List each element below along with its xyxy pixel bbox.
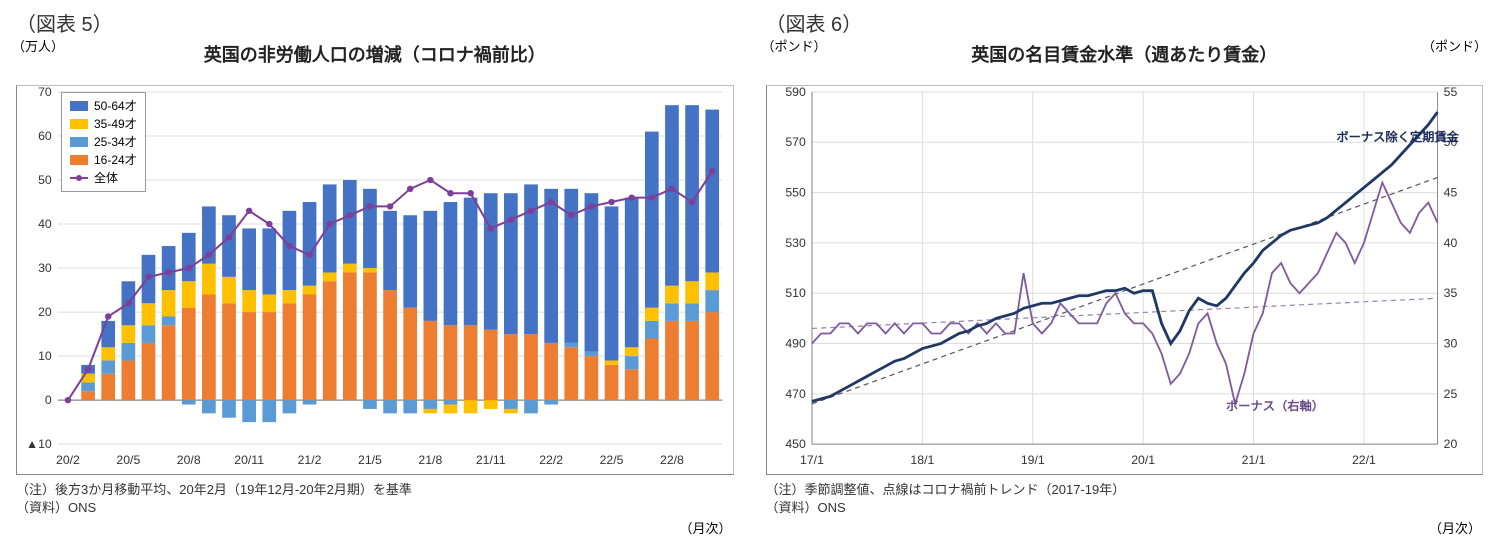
panel-label-right: （図表 6） (766, 8, 1484, 37)
svg-text:22/2: 22/2 (539, 453, 563, 467)
y-axis-unit-left: （万人） (12, 36, 64, 55)
svg-text:ボーナス除く定期賃金: ボーナス除く定期賃金 (1336, 129, 1459, 144)
svg-text:22/1: 22/1 (1351, 453, 1375, 467)
legend-label: 35-49才 (94, 115, 137, 133)
chart-area-left: 50-64才 35-49才 25-34才 16-24才 全体 ▲10 0 10 20 3… (16, 85, 734, 475)
x-axis-unit-right: （月次） (1429, 518, 1481, 537)
svg-chart-right: 4504704905105305505705902025303540455055… (767, 86, 1483, 474)
legend-item-25-34: 25-34才 (70, 133, 137, 151)
chart-title-right: 英国の名目賃金水準（週あたり賃金） (766, 41, 1484, 67)
svg-text:470: 470 (785, 387, 806, 401)
svg-text:18/1: 18/1 (910, 453, 934, 467)
svg-text:60: 60 (38, 129, 52, 143)
svg-text:70: 70 (38, 86, 52, 99)
legend-item-total: 全体 (70, 169, 137, 187)
svg-text:21/2: 21/2 (298, 453, 322, 467)
svg-text:450: 450 (785, 437, 806, 451)
svg-text:35: 35 (1443, 286, 1457, 300)
svg-text:20/1: 20/1 (1131, 453, 1155, 467)
svg-text:490: 490 (785, 337, 806, 351)
legend-label: 16-24才 (94, 151, 137, 169)
svg-text:0: 0 (45, 393, 52, 407)
svg-text:17/1: 17/1 (800, 453, 824, 467)
svg-text:55: 55 (1443, 86, 1457, 99)
legend-item-35-49: 35-49才 (70, 115, 137, 133)
legend-label: 全体 (94, 169, 118, 187)
note-line: （注）季節調整値、点線はコロナ禍前トレンド（2017-19年） (766, 481, 1484, 499)
svg-text:25: 25 (1443, 387, 1457, 401)
note-line: （資料）ONS (766, 499, 1484, 517)
svg-text:30: 30 (1443, 337, 1457, 351)
svg-text:590: 590 (785, 86, 806, 99)
svg-text:45: 45 (1443, 186, 1457, 200)
svg-text:22/8: 22/8 (660, 453, 684, 467)
svg-text:20/11: 20/11 (234, 453, 264, 467)
note-line: （注）後方3か月移動平均、20年2月（19年12月-20年2月期）を基準 (16, 481, 734, 499)
svg-text:20/8: 20/8 (177, 453, 201, 467)
svg-text:530: 530 (785, 236, 806, 250)
svg-text:22/5: 22/5 (600, 453, 624, 467)
panel-label-left: （図表 5） (16, 8, 734, 37)
y-axis-unit-right-right: （ポンド） (1422, 36, 1487, 55)
legend-label: 50-64才 (94, 97, 137, 115)
svg-text:20: 20 (1443, 437, 1457, 451)
svg-text:40: 40 (38, 217, 52, 231)
y-axis-unit-right-left: （ポンド） (762, 36, 827, 55)
svg-text:570: 570 (785, 135, 806, 149)
svg-text:50: 50 (38, 173, 52, 187)
svg-text:ボーナス（右軸）: ボーナス（右軸） (1225, 398, 1323, 413)
chart-notes-left: （注）後方3か月移動平均、20年2月（19年12月-20年2月期）を基準 （資料… (16, 481, 734, 517)
chart-notes-right: （注）季節調整値、点線はコロナ禍前トレンド（2017-19年） （資料）ONS (766, 481, 1484, 517)
chart-title-left: 英国の非労働人口の増減（コロナ禍前比） (16, 41, 734, 67)
svg-text:21/5: 21/5 (358, 453, 382, 467)
svg-text:21/1: 21/1 (1241, 453, 1265, 467)
svg-text:21/8: 21/8 (418, 453, 442, 467)
legend-left: 50-64才 35-49才 25-34才 16-24才 全体 (61, 92, 146, 192)
legend-label: 25-34才 (94, 133, 137, 151)
note-line: （資料）ONS (16, 499, 734, 517)
svg-text:30: 30 (38, 261, 52, 275)
svg-text:20: 20 (38, 305, 52, 319)
svg-text:550: 550 (785, 186, 806, 200)
legend-item-50-64: 50-64才 (70, 97, 137, 115)
x-axis-unit-left: （月次） (679, 518, 731, 537)
panel-right: （図表 6） 英国の名目賃金水準（週あたり賃金） （ポンド） （ポンド） 450… (750, 0, 1499, 547)
svg-text:▲10: ▲10 (26, 437, 52, 451)
svg-text:10: 10 (38, 349, 52, 363)
svg-text:20/5: 20/5 (116, 453, 140, 467)
svg-text:21/11: 21/11 (476, 453, 506, 467)
panel-left: （図表 5） 英国の非労働人口の増減（コロナ禍前比） （万人） 50-64才 3… (0, 0, 750, 547)
legend-item-16-24: 16-24才 (70, 151, 137, 169)
chart-area-right: 4504704905105305505705902025303540455055… (766, 85, 1484, 475)
svg-text:510: 510 (785, 286, 806, 300)
svg-text:19/1: 19/1 (1020, 453, 1044, 467)
svg-text:20/2: 20/2 (56, 453, 80, 467)
svg-text:40: 40 (1443, 236, 1457, 250)
